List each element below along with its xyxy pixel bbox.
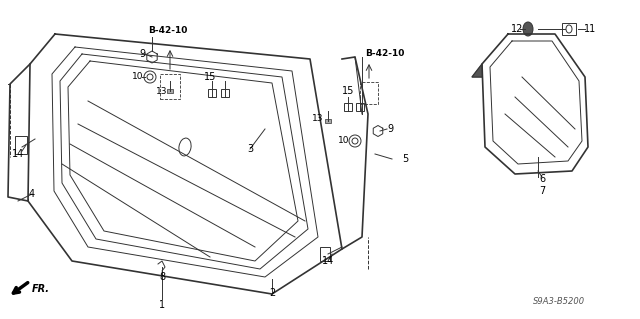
Text: 8: 8 [159, 272, 165, 282]
Bar [562, 23, 576, 35]
Text: 13: 13 [312, 115, 324, 123]
Bar [344, 103, 352, 111]
Text: 14: 14 [12, 149, 24, 159]
Text: 4: 4 [29, 189, 35, 199]
Ellipse shape [523, 22, 533, 36]
Bar [15, 136, 27, 154]
Text: B-42-10: B-42-10 [365, 49, 404, 58]
Text: 11: 11 [584, 24, 596, 34]
Bar [356, 103, 364, 111]
Text: 1: 1 [159, 300, 165, 310]
Text: 10: 10 [132, 72, 144, 81]
Text: 3: 3 [247, 144, 253, 154]
Bar [360, 82, 378, 104]
Text: 2: 2 [269, 288, 275, 298]
Text: B-42-10: B-42-10 [148, 26, 188, 35]
Text: S9A3-B5200: S9A3-B5200 [533, 296, 585, 306]
Bar [208, 89, 216, 97]
Text: 15: 15 [204, 72, 216, 82]
Text: 5: 5 [402, 154, 408, 164]
Text: 9: 9 [387, 124, 393, 134]
Bar [160, 74, 180, 99]
Text: 13: 13 [156, 86, 168, 95]
Text: 6: 6 [539, 174, 545, 184]
Bar [221, 89, 229, 97]
Text: 7: 7 [539, 186, 545, 196]
Text: 15: 15 [342, 86, 354, 96]
Polygon shape [472, 64, 482, 77]
Bar [325, 119, 331, 123]
Text: FR.: FR. [32, 284, 50, 294]
Text: 10: 10 [339, 137, 349, 145]
Text: 14: 14 [322, 256, 334, 266]
Text: 9: 9 [139, 49, 145, 59]
Bar [320, 247, 330, 261]
Bar [167, 89, 173, 93]
Text: 12: 12 [511, 24, 523, 34]
